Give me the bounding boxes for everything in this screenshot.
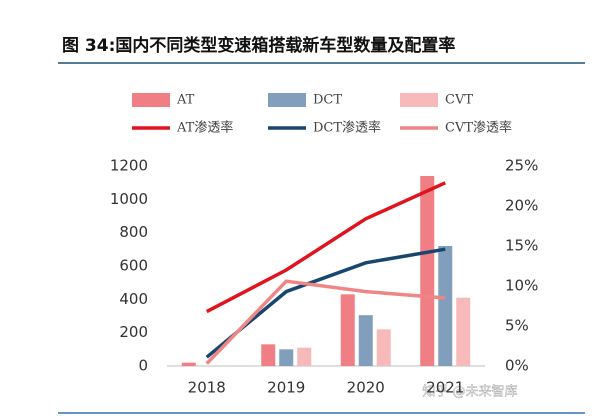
line <box>205 247 446 359</box>
y-tick-label: 200 <box>119 323 148 341</box>
legend-label: DCT <box>313 93 342 108</box>
y-tick-label: 800 <box>119 223 148 241</box>
bar <box>181 362 196 366</box>
bar <box>340 294 355 366</box>
bar <box>438 246 453 366</box>
y2-tick-label: 10% <box>505 277 538 295</box>
bar <box>420 176 435 366</box>
y2-tick-label: 0% <box>505 357 529 375</box>
bar <box>376 329 391 366</box>
y-tick-label: 600 <box>119 257 148 275</box>
y-tick-label: 1000 <box>110 190 148 208</box>
y2-tick-label: 5% <box>505 317 529 335</box>
legend-label: CVT渗透率 <box>445 120 512 136</box>
bar <box>297 347 312 366</box>
line <box>205 181 446 314</box>
x-tick-label: 2018 <box>188 379 226 397</box>
bar <box>456 297 471 366</box>
y-tick-label: 400 <box>119 290 148 308</box>
legend-label: DCT渗透率 <box>313 120 381 136</box>
legend-label: AT渗透率 <box>176 120 233 136</box>
bar <box>279 349 294 366</box>
line <box>205 279 446 365</box>
bar <box>358 315 373 366</box>
legend-label: AT <box>176 93 195 108</box>
y-tick-label: 1200 <box>110 157 148 175</box>
legend-swatch <box>132 93 170 107</box>
y2-tick-label: 25% <box>505 157 538 175</box>
y2-tick-label: 15% <box>505 237 538 255</box>
bar <box>261 344 276 366</box>
watermark: 知乎 @未来智库 <box>422 384 517 400</box>
x-tick-label: 2020 <box>347 379 385 397</box>
legend-swatch <box>400 93 438 107</box>
legend-label: CVT <box>445 93 473 108</box>
x-tick-label: 2021 <box>426 379 464 397</box>
y2-tick-label: 20% <box>505 197 538 215</box>
y-tick-label: 0 <box>138 357 148 375</box>
x-tick-label: 2019 <box>267 379 305 397</box>
legend-swatch <box>268 93 306 107</box>
chart-title: 图 34:国内不同类型变速箱搭载新车型数量及配置率 <box>62 35 455 56</box>
